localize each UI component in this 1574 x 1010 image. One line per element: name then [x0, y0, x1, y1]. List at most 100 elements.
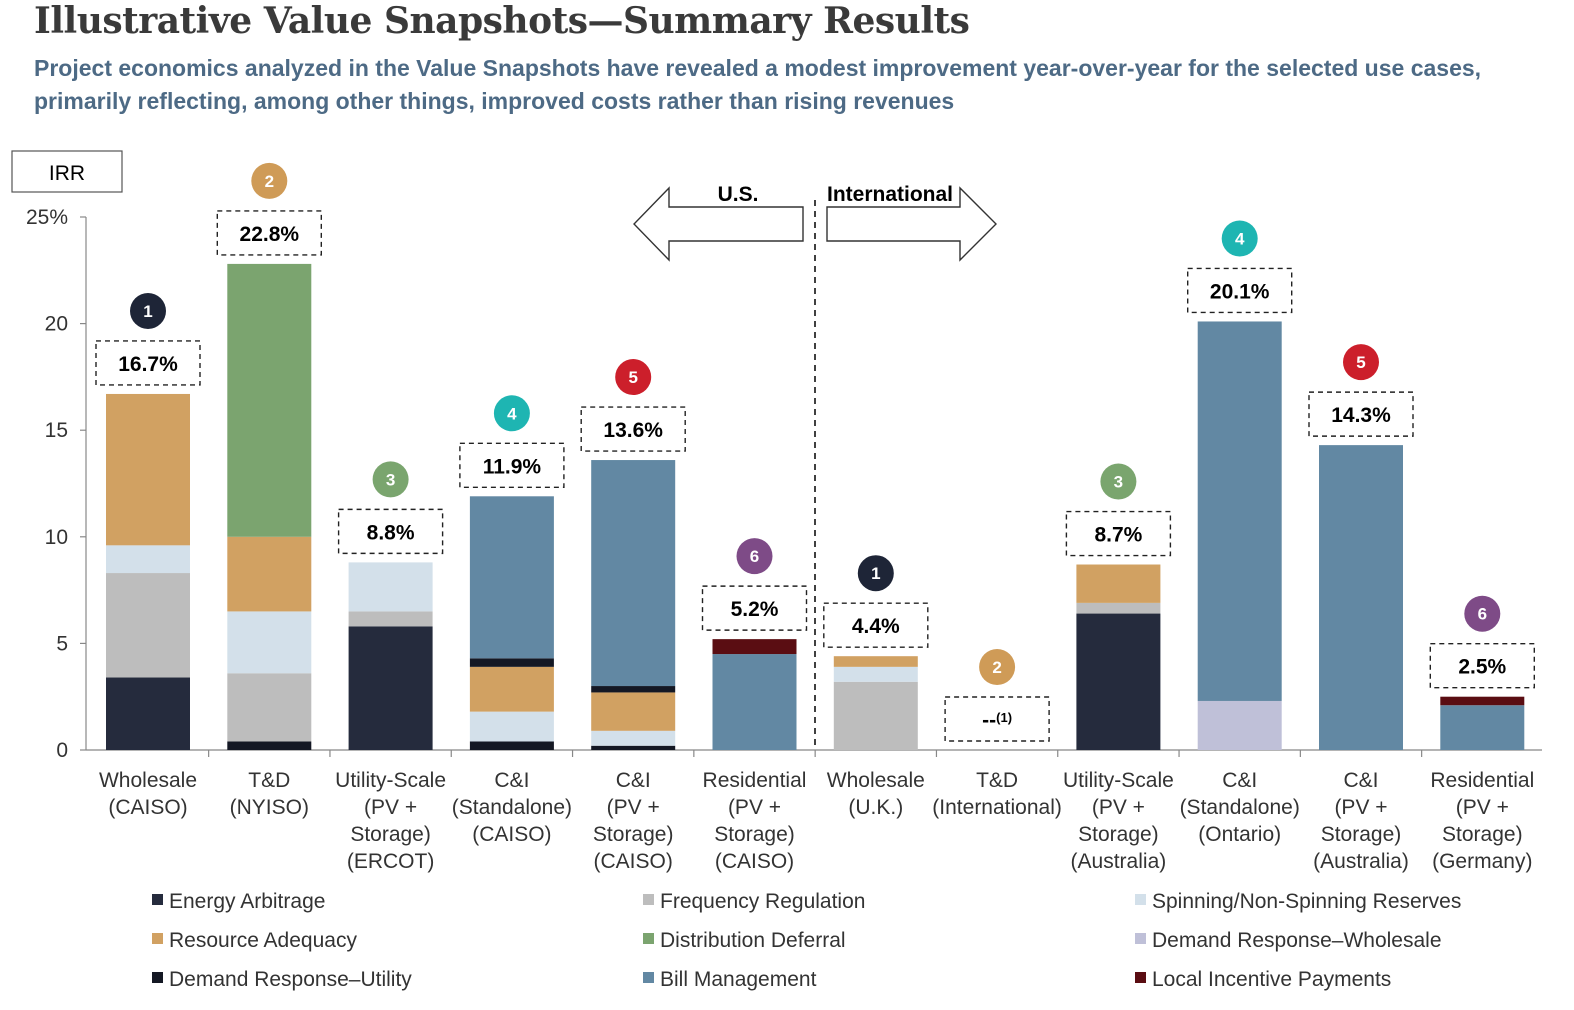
- bar-segment-ea: [348, 626, 433, 750]
- category-label: Storage): [593, 823, 674, 846]
- bar-segment-dru: [469, 658, 554, 667]
- category-label: (Standalone): [452, 796, 572, 819]
- irr-label: IRR: [49, 162, 85, 185]
- legend-label-lip: Local Incentive Payments: [1152, 968, 1391, 991]
- marker-label: 2: [992, 658, 1001, 677]
- bar-segment-bm: [1319, 445, 1403, 750]
- category-label: (Ontario): [1198, 823, 1281, 846]
- legend-swatch-ea: [152, 894, 163, 905]
- category-label: Wholesale: [99, 769, 197, 792]
- marker-circle: [130, 292, 166, 329]
- y-tick-label: 20: [45, 313, 68, 336]
- category-label: (Germany): [1432, 850, 1532, 873]
- bar-segment-bm: [469, 496, 554, 659]
- category-label: (CAISO): [715, 850, 794, 873]
- value-box: [1308, 391, 1414, 437]
- right-arrow: [826, 186, 997, 262]
- category-label: (ERCOT): [347, 850, 435, 873]
- value-label: 8.7%: [1094, 524, 1142, 547]
- bar-segment-drw: [1197, 700, 1282, 750]
- region-label-us: U.S.: [718, 183, 759, 206]
- value-label: 8.8%: [367, 521, 415, 544]
- marker-label: 5: [1356, 353, 1365, 372]
- bar-segment-sr: [591, 730, 676, 746]
- marker-label: 2: [265, 172, 274, 191]
- marker-circle: [1343, 344, 1379, 381]
- marker-circle: [736, 538, 773, 575]
- bar-segment-ra: [106, 393, 190, 546]
- bar-segment-sr: [833, 666, 918, 682]
- y-tick-label: 10: [45, 526, 68, 549]
- marker-circle: [979, 649, 1016, 685]
- bar-segment-lip: [712, 639, 797, 655]
- value-box: [95, 340, 201, 386]
- marker-label: 3: [1114, 473, 1123, 492]
- value-box: [580, 406, 686, 452]
- value-label: 22.8%: [240, 223, 300, 246]
- chart-title: Illustrative Value Snapshots—Summary Res…: [34, 0, 970, 42]
- category-label: C&I: [1222, 769, 1257, 792]
- category-label: T&D: [976, 769, 1018, 792]
- legend-swatch-dd: [643, 933, 654, 944]
- bar-segment-dd: [227, 263, 312, 537]
- bar-segment-fr: [227, 673, 312, 742]
- category-label: (Australia): [1313, 850, 1409, 873]
- bar-segment-fr: [348, 611, 433, 627]
- marker-circle: [857, 555, 894, 592]
- marker-circle: [251, 162, 288, 199]
- bar-segment-ra: [227, 536, 312, 612]
- category-label: (PV +: [364, 796, 417, 819]
- category-label: (PV +: [1456, 796, 1509, 819]
- value-label: 20.1%: [1210, 280, 1270, 303]
- irr-box: [11, 150, 123, 193]
- category-label: (PV +: [1092, 796, 1145, 819]
- value-box: [1186, 267, 1293, 314]
- legend-swatch-fr: [643, 894, 654, 905]
- bar-segment-bm: [1440, 705, 1525, 750]
- bar-segment-dru: [591, 745, 676, 750]
- bar-segment-sr: [469, 711, 554, 742]
- bar-segment-ra: [833, 656, 918, 667]
- marker-circle: [615, 359, 652, 396]
- category-label: (U.K.): [848, 796, 903, 819]
- value-label: 2.5%: [1458, 656, 1506, 679]
- bar-segment-ra: [469, 666, 554, 712]
- marker-label: 1: [871, 564, 880, 583]
- bar-segment-fr: [1076, 602, 1161, 614]
- value-label: 4.4%: [852, 615, 900, 638]
- marker-label: 5: [628, 368, 637, 387]
- category-label: C&I: [494, 769, 529, 792]
- legend-swatch-ra: [152, 933, 163, 944]
- value-box: [459, 442, 565, 488]
- legend-label-ea: Energy Arbitrage: [169, 890, 325, 913]
- category-label: (CAISO): [108, 796, 187, 819]
- legend-label-ra: Resource Adequacy: [169, 929, 357, 952]
- bar-segment-ea: [1076, 613, 1161, 750]
- bar-segment-ea: [106, 677, 190, 750]
- bar-segment-bm: [712, 654, 797, 750]
- y-tick-label: 25%: [26, 206, 68, 229]
- chart-subtitle: Project economics analyzed in the Value …: [34, 55, 1482, 114]
- category-label: Residential: [1430, 769, 1534, 792]
- legend-label-bm: Bill Management: [660, 968, 817, 991]
- marker-label: 3: [386, 470, 395, 489]
- value-label: 13.6%: [603, 419, 663, 442]
- value-box: [701, 585, 808, 631]
- bar-segment-sr: [348, 562, 433, 612]
- legend-label-drw: Demand Response–Wholesale: [1152, 929, 1442, 952]
- category-label: Residential: [703, 769, 807, 792]
- marker-circle: [493, 395, 530, 432]
- legend-label-dru: Demand Response–Utility: [169, 968, 412, 991]
- marker-label: 6: [750, 547, 759, 566]
- category-label: Storage): [714, 823, 795, 846]
- bar-segment-fr: [106, 573, 190, 678]
- value-box: [823, 602, 929, 648]
- bar-segment-bm: [1197, 321, 1282, 701]
- category-label: (NYISO): [230, 796, 309, 819]
- bar-segment-lip: [1440, 696, 1525, 706]
- value-label: 16.7%: [118, 353, 178, 376]
- value-box: [337, 508, 444, 555]
- bar-segment-fr: [833, 681, 918, 750]
- value-box: [944, 696, 1050, 742]
- category-label: Storage): [1321, 823, 1402, 846]
